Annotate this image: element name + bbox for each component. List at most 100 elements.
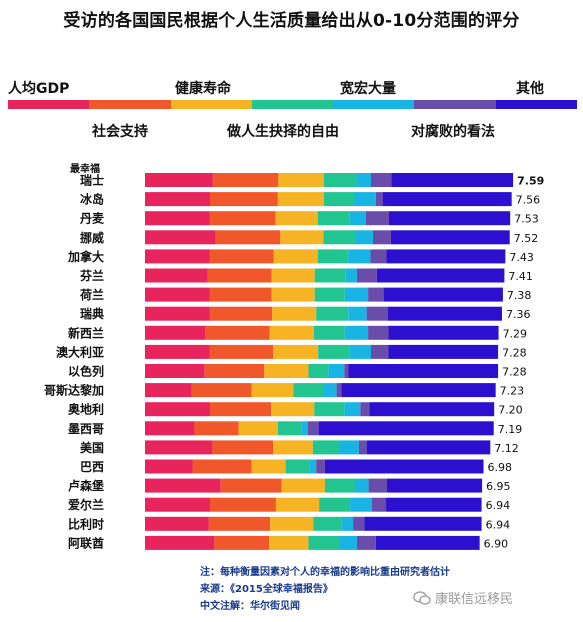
bar-segment (368, 287, 384, 302)
bar-segment (391, 173, 514, 187)
bar-segment (145, 192, 210, 207)
bar-segment (387, 306, 502, 321)
bar-segment (375, 192, 383, 207)
bar-segment (356, 268, 377, 283)
bar-segment (341, 383, 496, 398)
bar-segment (208, 516, 271, 531)
total-score-label: 7.36 (506, 308, 530, 321)
bar-segment (209, 344, 274, 359)
bar-segment (317, 211, 350, 226)
bar-segment (314, 287, 345, 302)
bar-segment (360, 402, 370, 417)
country-label: 冰岛 (80, 192, 104, 207)
country-label: 丹麦 (80, 211, 105, 226)
bar-segment (273, 440, 313, 455)
country-label: 比利时 (68, 516, 104, 531)
bar-segment (293, 383, 324, 398)
bar-segment (145, 364, 205, 378)
bar-segment (207, 268, 272, 283)
bar-segment (388, 344, 499, 359)
total-score-label: 7.53 (514, 213, 539, 226)
bar-segment (312, 440, 340, 455)
country-label: 美国 (80, 440, 104, 455)
bar-segment (271, 287, 315, 302)
bar-segment (314, 402, 345, 417)
bar-segment (145, 287, 210, 302)
watermark-text: 康联信远移民 (435, 592, 514, 607)
country-label: 爱尔兰 (68, 497, 104, 512)
bar-segment (145, 383, 192, 398)
bar-segment (344, 325, 369, 340)
legend-swatch-2 (170, 100, 252, 109)
bar-segment (316, 306, 349, 321)
country-label: 挪威 (80, 230, 104, 245)
bar-segment (356, 535, 376, 550)
bar-segment (376, 268, 505, 283)
total-score-label: 6.98 (488, 461, 513, 474)
bar-segment (308, 364, 329, 378)
bar-segment (323, 230, 356, 245)
legend-label-social-support: 社会支持 (92, 124, 148, 140)
notes: 注：每种衡量因素对个人的幸福的影响比重由研究者估计 来源：《2015全球幸福报告… (200, 564, 450, 615)
bar-segment (368, 325, 389, 340)
bar-segment (209, 287, 272, 302)
total-score-label: 7.28 (502, 366, 526, 379)
legend-label-generosity: 宽宏大量 (340, 81, 396, 97)
bar-segment (269, 535, 309, 550)
country-label: 奥地利 (68, 402, 104, 417)
bar-segment (344, 402, 361, 417)
bar-segment (278, 173, 324, 187)
translation-credit: 中文注解：华尔街见闻 (200, 601, 300, 612)
bar-segment (145, 535, 215, 550)
bar-segment (145, 325, 206, 340)
bar-segment (319, 497, 351, 512)
bar-segment (145, 306, 210, 321)
bar-segment (336, 383, 342, 398)
bar-segment (145, 173, 213, 187)
bar-segment (209, 192, 278, 207)
bar-segment (145, 516, 209, 531)
legend-swatch-0 (8, 100, 90, 109)
bar-segment (238, 421, 278, 436)
bar-segment (364, 516, 482, 531)
legend-label-corruption: 对腐败的看法 (411, 124, 495, 140)
chart-title: 受访的各国国民根据个人生活质量给出从0-10分范围的评分 (63, 11, 520, 31)
bar-segment (209, 249, 274, 264)
legend-swatch-4 (333, 100, 415, 109)
bar-segment (358, 440, 367, 455)
bar-segment (145, 249, 210, 264)
bar-segment (145, 478, 221, 493)
bar-segment (251, 383, 294, 398)
note-text: 注：每种衡量因素对个人的幸福的影响比重由研究者估计 (200, 567, 450, 578)
bar-segment (371, 497, 387, 512)
bar-segment (366, 440, 491, 455)
bar-segment (145, 230, 216, 245)
legend-label-freedom: 做人生抉择的自由 (227, 124, 339, 140)
bar-segment (318, 421, 494, 436)
bar-segment (345, 268, 357, 283)
bar-segment (348, 249, 371, 264)
country-label: 芬兰 (79, 268, 104, 283)
bar-segment (318, 344, 350, 359)
bar-segment (323, 192, 355, 207)
legend-color-bar (8, 100, 577, 109)
bar-segment (348, 364, 499, 378)
total-score-label: 7.56 (516, 194, 541, 207)
bar-segment (145, 268, 208, 283)
bar-segment (280, 230, 324, 245)
bar-segment (344, 364, 349, 378)
bar-segment (317, 249, 349, 264)
total-score-label: 7.43 (509, 251, 533, 264)
bar-segment (145, 497, 210, 512)
total-score-label: 6.94 (486, 499, 511, 512)
total-score-label: 7.20 (498, 404, 523, 417)
bar-segment (212, 440, 274, 455)
bar-segment (271, 402, 315, 417)
bar-segment (339, 535, 357, 550)
bar-segment (344, 287, 369, 302)
bar-segment (371, 344, 389, 359)
bar-segment (349, 211, 366, 226)
bar-segment (307, 421, 319, 436)
bar-segment (269, 325, 314, 340)
